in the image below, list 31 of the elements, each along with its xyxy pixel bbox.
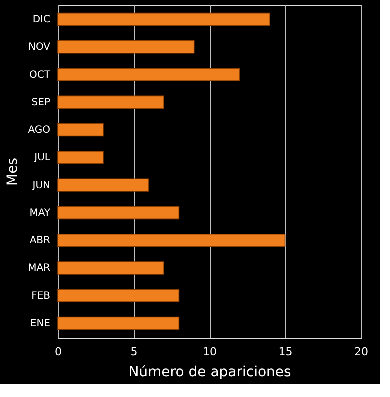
y-tick-label: SEP — [32, 97, 50, 108]
x-tick-label: 5 — [130, 346, 138, 358]
bar — [58, 96, 164, 110]
x-tick-label: 15 — [278, 346, 293, 358]
x-tick-label: 20 — [354, 346, 368, 358]
y-tick-label: ENE — [30, 318, 50, 330]
bar — [58, 12, 270, 26]
y-tick-label: OCT — [30, 70, 52, 81]
bar — [58, 178, 150, 192]
bar — [58, 123, 104, 137]
y-tick-label: JUN — [32, 180, 50, 192]
bar — [58, 40, 195, 54]
bar — [58, 68, 240, 82]
x-tick-label: 0 — [55, 346, 62, 358]
x-axis-title: Número de apariciones — [128, 364, 292, 380]
bar — [58, 234, 286, 248]
bar — [58, 151, 104, 164]
bar — [58, 316, 180, 330]
y-tick-label: MAY — [30, 208, 52, 219]
y-tick-label: JUL — [34, 152, 51, 164]
x-tick-label: 10 — [203, 346, 217, 358]
y-tick-label: AGO — [28, 125, 51, 136]
y-tick-label: MAR — [28, 263, 51, 274]
y-axis-title: Mes — [5, 158, 22, 186]
y-tick-label: ABR — [30, 236, 51, 247]
y-tick-label: FEB — [32, 290, 51, 302]
bar — [58, 206, 180, 220]
bar — [58, 262, 164, 275]
y-tick-label: NOV — [28, 42, 51, 54]
bar — [58, 289, 180, 302]
y-tick-label: DIC — [32, 14, 51, 26]
